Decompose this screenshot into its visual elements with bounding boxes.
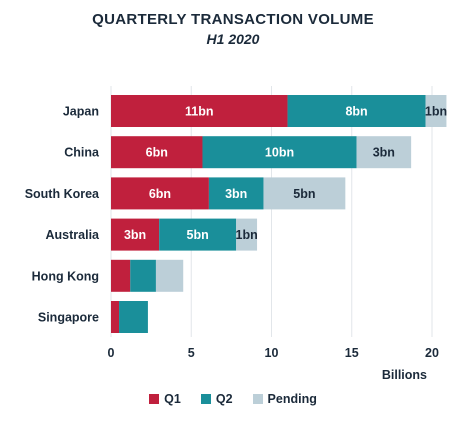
bar-segment [111,177,209,210]
chart-subtitle: H1 2020 [206,31,260,47]
legend-label: Q1 [164,392,181,406]
category-label: Japan [63,105,99,119]
legend-swatch [200,394,211,404]
data-label: 5bn [187,228,209,242]
data-label: 3bn [225,187,247,201]
category-label: Singapore [38,311,99,325]
legend-swatch [149,394,160,404]
x-tick-label: 15 [345,346,359,360]
data-label: 6bn [146,146,168,160]
data-label: 1bn [236,228,258,242]
legend: Q1 Q2 Pending [0,392,466,406]
bar-segment [119,301,148,333]
legend-swatch [252,394,263,404]
bar-segment [155,259,184,292]
legend-item: Q2 [200,392,233,406]
data-label: 5bn [293,187,315,201]
data-label: 6bn [149,187,171,201]
chart-title: QUARTERLY TRANSACTION VOLUME [92,11,374,28]
bar-segment [111,259,131,292]
category-label: Hong Kong [32,269,99,283]
x-tick-labels: 0 5 10 15 20 [108,346,439,360]
data-label: 3bn [124,228,146,242]
bar-segment [263,177,346,210]
bar-segment [159,218,237,251]
bar-segment [202,136,357,169]
x-tick-label: 5 [188,346,195,360]
bar-segments: 11bn 8bn 1bn 6bn 10bn 3bn 6bn 3bn 5bn 3bn 5bn 1bn [111,95,447,333]
legend-label: Pending [267,392,317,406]
category-label: Australia [46,228,101,242]
legend-label: Q2 [215,392,233,406]
data-label: 10bn [265,146,294,160]
bar-segment [130,259,156,292]
category-label: South Korea [25,187,100,201]
bar-segment [111,95,288,127]
data-label: 11bn [185,105,214,119]
bar-segment [287,95,426,127]
x-tick-label: 0 [108,346,115,360]
bar-segment [111,218,160,251]
data-label: 8bn [345,105,367,119]
data-label: 3bn [373,146,395,160]
legend-item: Pending [252,392,317,406]
x-tick-label: 10 [265,346,279,360]
category-labels: Japan China South Korea Australia Hong Kong S… [25,105,100,325]
category-label: China [64,146,100,160]
bar-segment [111,301,120,333]
grid-lines [110,86,433,337]
x-axis-label: Billions [382,368,427,382]
legend-item: Q1 [149,392,181,406]
bar-segment [425,95,447,127]
bar-segment [356,136,412,169]
x-tick-label: 20 [425,346,439,360]
data-label: 1bn [425,105,447,119]
bar-segment [208,177,264,210]
bar-segment [236,218,258,251]
bar-segment [111,136,203,169]
